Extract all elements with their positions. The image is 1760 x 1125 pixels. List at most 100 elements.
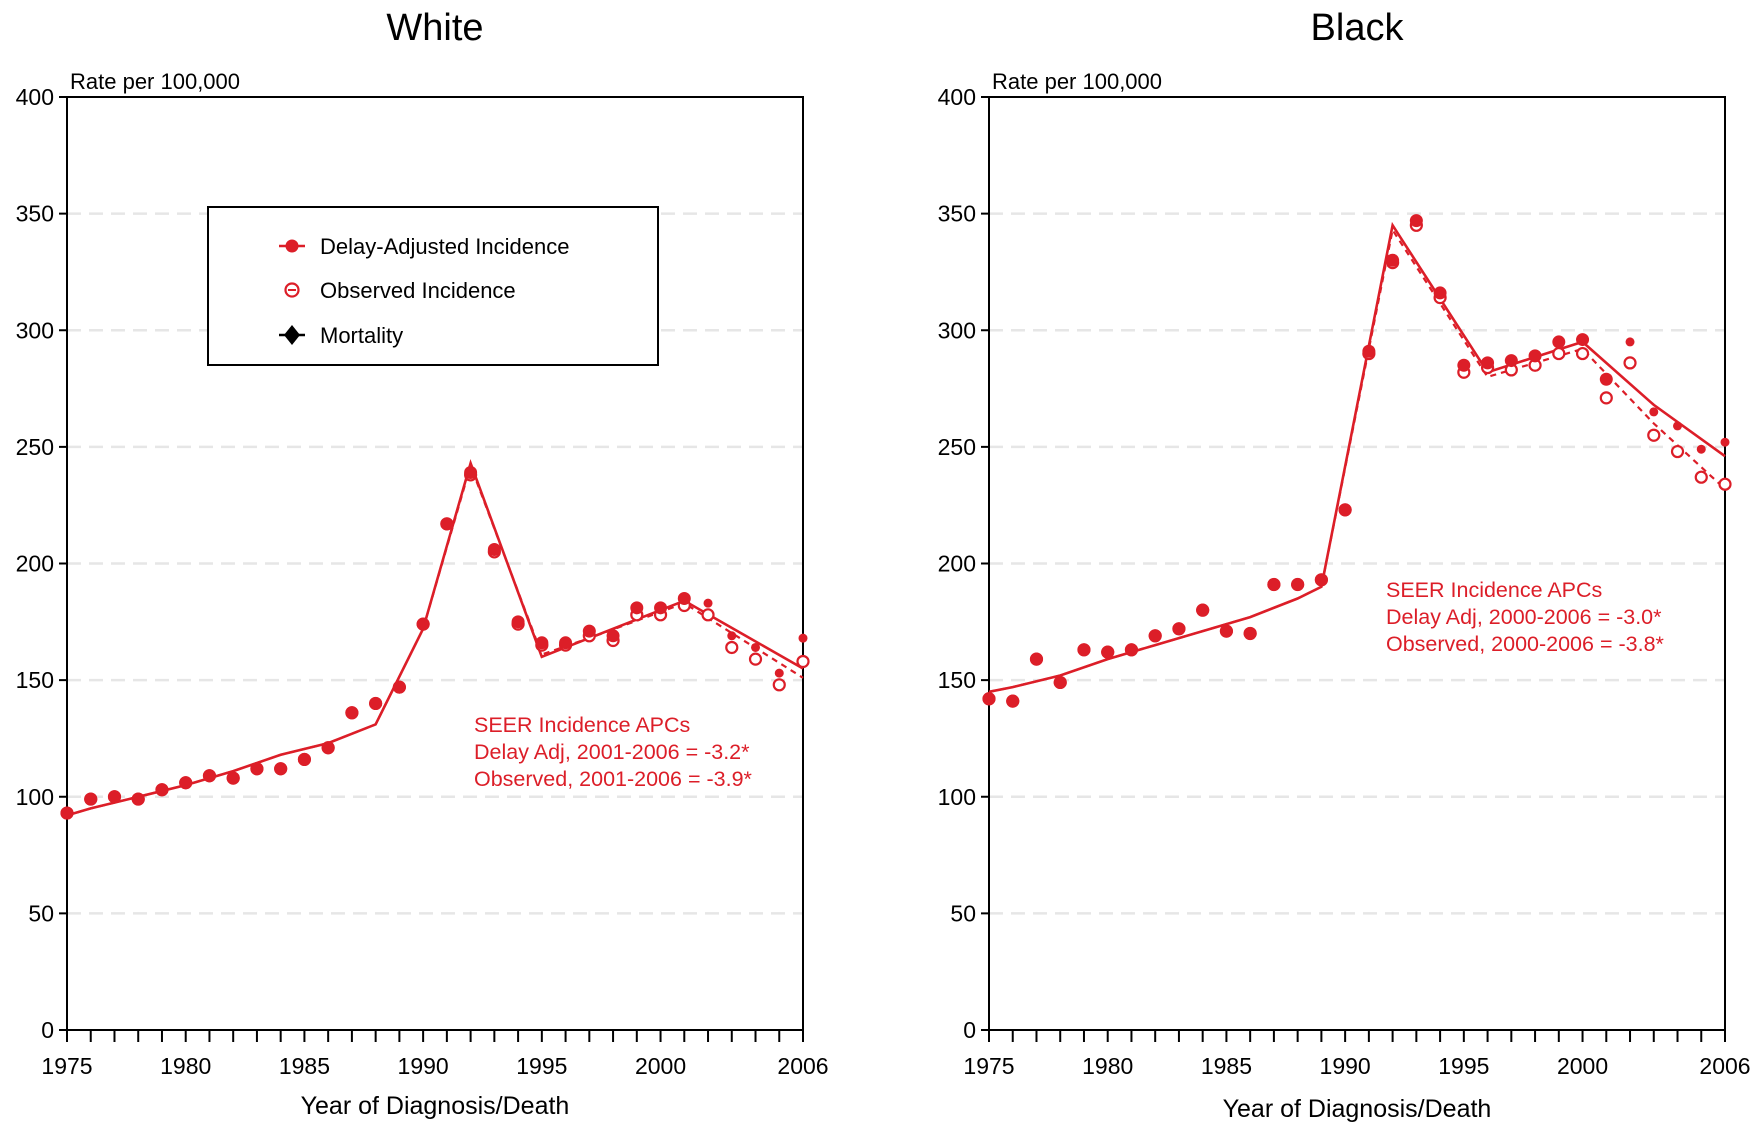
x-tick-label: 1980 — [1082, 1053, 1133, 1079]
delay-adjusted-incidence-point — [1077, 643, 1091, 657]
delay-adjusted-trend-line — [66, 459, 804, 817]
legend: Delay-Adjusted Incidence Observed Inciden… — [207, 206, 659, 366]
apc-annotation-line: Observed, 2000-2006 = -3.8* — [1386, 632, 1665, 656]
delay-adjusted-incidence-point — [774, 668, 784, 678]
delay-adjusted-incidence-point — [511, 615, 525, 629]
delay-adjusted-incidence-point — [1433, 286, 1447, 300]
x-tick-label: 1980 — [160, 1053, 211, 1079]
observed-incidence-point — [772, 678, 786, 692]
delay-adjusted-incidence-point — [798, 633, 808, 643]
x-tick-label: 1995 — [1438, 1053, 1489, 1079]
delay-adjusted-incidence-point — [226, 771, 240, 785]
delay-adjusted-incidence-point — [559, 636, 573, 650]
y-tick-label: 300 — [938, 317, 976, 343]
observed-incidence-point — [1623, 356, 1637, 370]
delay-adjusted-incidence-point — [274, 762, 288, 776]
x-axis-label: Year of Diagnosis/Death — [301, 1092, 570, 1120]
y-tick-label: 200 — [938, 551, 976, 577]
y-axis-label: Rate per 100,000 — [992, 69, 1162, 94]
delay-adjusted-incidence-point — [982, 692, 996, 706]
delay-adjusted-incidence-point — [1029, 652, 1043, 666]
y-tick-label: 400 — [16, 84, 54, 110]
x-tick-label: 2000 — [635, 1053, 686, 1079]
delay-adjusted-incidence-point — [464, 466, 478, 480]
chart-title: White — [386, 7, 483, 49]
observed-incidence-point — [1575, 346, 1590, 361]
delay-adjusted-incidence-point — [179, 776, 193, 790]
delay-adjusted-incidence-point — [1267, 577, 1281, 591]
delay-adjusted-incidence-point — [297, 752, 311, 766]
x-tick-label: 1975 — [963, 1053, 1014, 1079]
y-tick-label: 200 — [16, 551, 54, 577]
y-tick-label: 250 — [16, 434, 54, 460]
delay-adjusted-incidence-point — [1338, 503, 1352, 517]
delay-adjusted-incidence-point — [1172, 622, 1186, 636]
delay-adjusted-incidence-point — [107, 790, 121, 804]
y-tick-label: 300 — [16, 317, 54, 343]
delay-adjusted-incidence-point — [1243, 626, 1257, 640]
delay-adjusted-incidence-point — [1720, 437, 1730, 447]
delay-adjusted-incidence-point — [84, 792, 98, 806]
apc-annotation-line: Delay Adj, 2001-2006 = -3.2* — [474, 740, 750, 764]
y-axis-label: Rate per 100,000 — [70, 69, 240, 94]
y-tick-label: 150 — [938, 667, 976, 693]
delay-adjusted-incidence-point — [1006, 694, 1020, 708]
delay-adjusted-incidence-point — [535, 636, 549, 650]
delay-adjusted-incidence-point — [250, 762, 264, 776]
y-tick-label: 350 — [938, 201, 976, 227]
y-tick-label: 100 — [16, 784, 54, 810]
delay-adjusted-incidence-point — [416, 617, 430, 631]
x-tick-label: 2006 — [777, 1053, 828, 1079]
observed-incidence-point — [1670, 444, 1685, 459]
delay-adjusted-incidence-point — [1196, 603, 1210, 617]
delay-adjusted-incidence-point — [1291, 577, 1305, 591]
y-tick-label: 250 — [938, 434, 976, 460]
x-tick-label: 1985 — [1201, 1053, 1252, 1079]
delay-adjusted-incidence-point — [630, 601, 644, 615]
delay-adjusted-incidence-point — [1219, 624, 1233, 638]
observed-incidence-point — [725, 640, 739, 655]
x-tick-label: 1995 — [516, 1053, 567, 1079]
x-tick-label: 2006 — [1699, 1053, 1750, 1079]
legend-entry: Delay-Adjusted Incidence — [320, 234, 569, 259]
observed-incidence-point — [701, 608, 715, 622]
delay-adjusted-incidence-point — [1649, 407, 1659, 417]
observed-incidence-point — [1599, 391, 1613, 405]
delay-adjusted-incidence-point — [751, 642, 761, 652]
delay-adjusted-incidence-point — [1053, 675, 1067, 689]
x-tick-label: 1990 — [398, 1053, 449, 1079]
legend-entry: Observed Incidence — [320, 278, 516, 303]
chart-title: Black — [1311, 7, 1405, 49]
delay-adjusted-incidence-point — [606, 629, 620, 643]
delay-adjusted-incidence-point — [321, 741, 335, 755]
delay-adjusted-incidence-point — [202, 769, 216, 783]
observed-incidence-point — [1694, 470, 1708, 484]
delay-adjusted-incidence-point — [1386, 253, 1400, 267]
delay-adjusted-incidence-point — [582, 624, 596, 638]
delay-adjusted-incidence-point — [1481, 356, 1495, 370]
apc-annotation-line: SEER Incidence APCs — [474, 713, 690, 737]
y-tick-label: 0 — [963, 1017, 976, 1043]
delay-adjusted-incidence-point — [1101, 645, 1115, 659]
apc-annotation-line: SEER Incidence APCs — [1386, 578, 1602, 602]
legend-entry: Mortality — [320, 323, 403, 348]
y-tick-label: 150 — [16, 667, 54, 693]
delay-adjusted-incidence-point — [1576, 333, 1590, 347]
delay-adjusted-incidence-point — [1314, 573, 1328, 587]
delay-adjusted-incidence-point — [1362, 344, 1376, 358]
observed-incidence-point — [1718, 477, 1732, 491]
delay-adjusted-incidence-point — [727, 631, 737, 641]
legend-box — [207, 206, 659, 366]
delay-adjusted-incidence-point — [1124, 643, 1138, 657]
delay-adjusted-incidence-point — [60, 806, 74, 820]
y-tick-label: 100 — [938, 784, 976, 810]
delay-adjusted-incidence-point — [1599, 372, 1613, 386]
delay-adjusted-trend-line — [988, 221, 1726, 694]
observed-incidence-point — [1552, 346, 1566, 361]
apc-annotation-line: Observed, 2001-2006 = -3.9* — [474, 767, 753, 791]
chart-panel-black: Black 0 50 100 150 200 250 300 350 400 1975 1980 198… — [938, 7, 1751, 1123]
delay-adjusted-incidence-point — [440, 517, 454, 531]
delay-adjusted-incidence-point — [1457, 358, 1471, 372]
observed-incidence-point — [1647, 428, 1661, 442]
